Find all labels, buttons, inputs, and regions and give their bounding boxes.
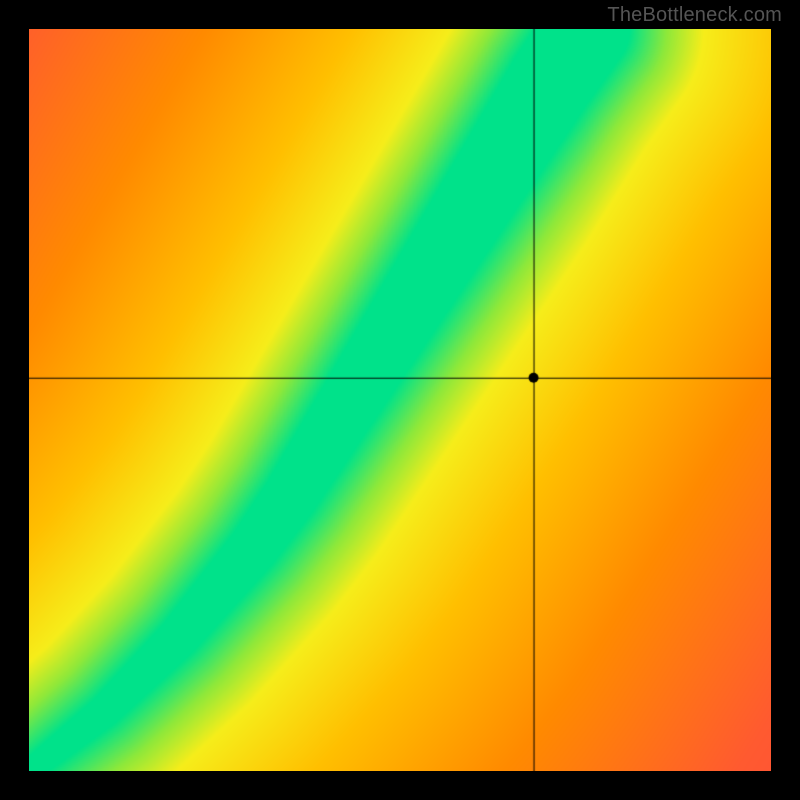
watermark-text: TheBottleneck.com: [607, 4, 782, 27]
bottleneck-heatmap-chart: [29, 29, 771, 771]
